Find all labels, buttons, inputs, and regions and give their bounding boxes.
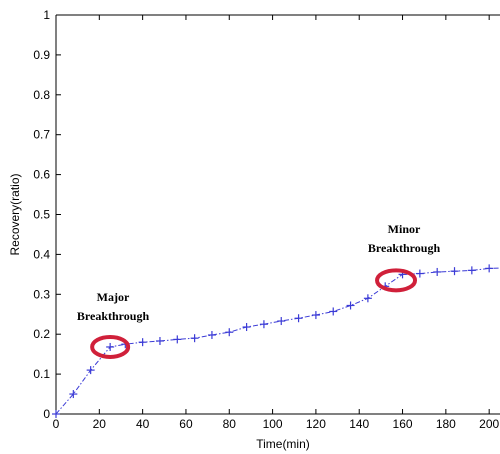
y-axis-title: Recovery(ratio) (8, 173, 22, 255)
data-point-marker (433, 267, 442, 276)
y-tick-label: 0.9 (33, 48, 50, 62)
data-point-marker (259, 320, 268, 329)
x-tick-label: 0 (53, 417, 60, 431)
data-point-marker (155, 336, 164, 345)
major-breakthrough-highlight (90, 334, 131, 359)
y-tick-label: 0.5 (33, 208, 50, 222)
major-breakthrough-label: Breakthrough (77, 309, 150, 323)
x-axis-title: Time(min) (256, 437, 310, 451)
minor-breakthrough-highlight (375, 268, 418, 293)
data-point-marker (329, 307, 338, 316)
x-tick-label: 180 (436, 417, 456, 431)
minor-breakthrough-label: Breakthrough (368, 241, 441, 255)
major-breakthrough-label: Major (97, 290, 130, 304)
data-point-marker (346, 301, 355, 310)
data-point-marker (294, 314, 303, 323)
data-point-marker (415, 269, 424, 278)
y-tick-label: 1 (43, 8, 50, 22)
y-tick-label: 0.6 (33, 168, 50, 182)
data-point-marker (190, 334, 199, 343)
x-tick-label: 60 (179, 417, 193, 431)
data-point-marker (138, 338, 147, 347)
data-point-marker (485, 264, 494, 273)
data-point-marker (52, 410, 60, 418)
data-point-marker (450, 267, 459, 276)
annotation-layer: Major Breakthrough Minor Breakthrough (77, 222, 441, 359)
data-point-marker (311, 311, 320, 320)
x-tick-label: 100 (263, 417, 283, 431)
data-point-marker (277, 317, 286, 326)
data-point-marker (225, 328, 234, 337)
y-tick-label: 0.8 (33, 88, 50, 102)
data-point-marker (207, 330, 216, 339)
y-tick-label: 0.3 (33, 287, 50, 301)
data-point-marker (106, 342, 115, 351)
y-tick-label: 0.2 (33, 327, 50, 341)
y-tick-label: 0.1 (33, 367, 50, 381)
data-point-marker (467, 266, 476, 275)
y-tick-label: 0 (43, 407, 50, 421)
minor-breakthrough-label: Minor (388, 222, 421, 236)
data-point-marker (242, 323, 251, 332)
data-point-marker (363, 294, 372, 303)
data-point-marker (173, 335, 182, 344)
x-tick-label: 80 (223, 417, 237, 431)
series-layer (52, 264, 500, 418)
data-point-marker (86, 366, 95, 375)
y-tick-label: 0.4 (33, 247, 50, 261)
x-tick-label: 160 (393, 417, 413, 431)
axes: 0 20 40 60 80 100 120 140 160 180 200 0 0.1 0.2 0.3 0.4… (33, 8, 500, 431)
data-point-marker (69, 390, 78, 399)
x-tick-label: 20 (93, 417, 107, 431)
x-tick-label: 40 (136, 417, 150, 431)
x-tick-label: 140 (349, 417, 369, 431)
y-tick-label: 0.7 (33, 128, 50, 142)
x-tick-label: 200 (479, 417, 499, 431)
x-tick-label: 120 (306, 417, 326, 431)
